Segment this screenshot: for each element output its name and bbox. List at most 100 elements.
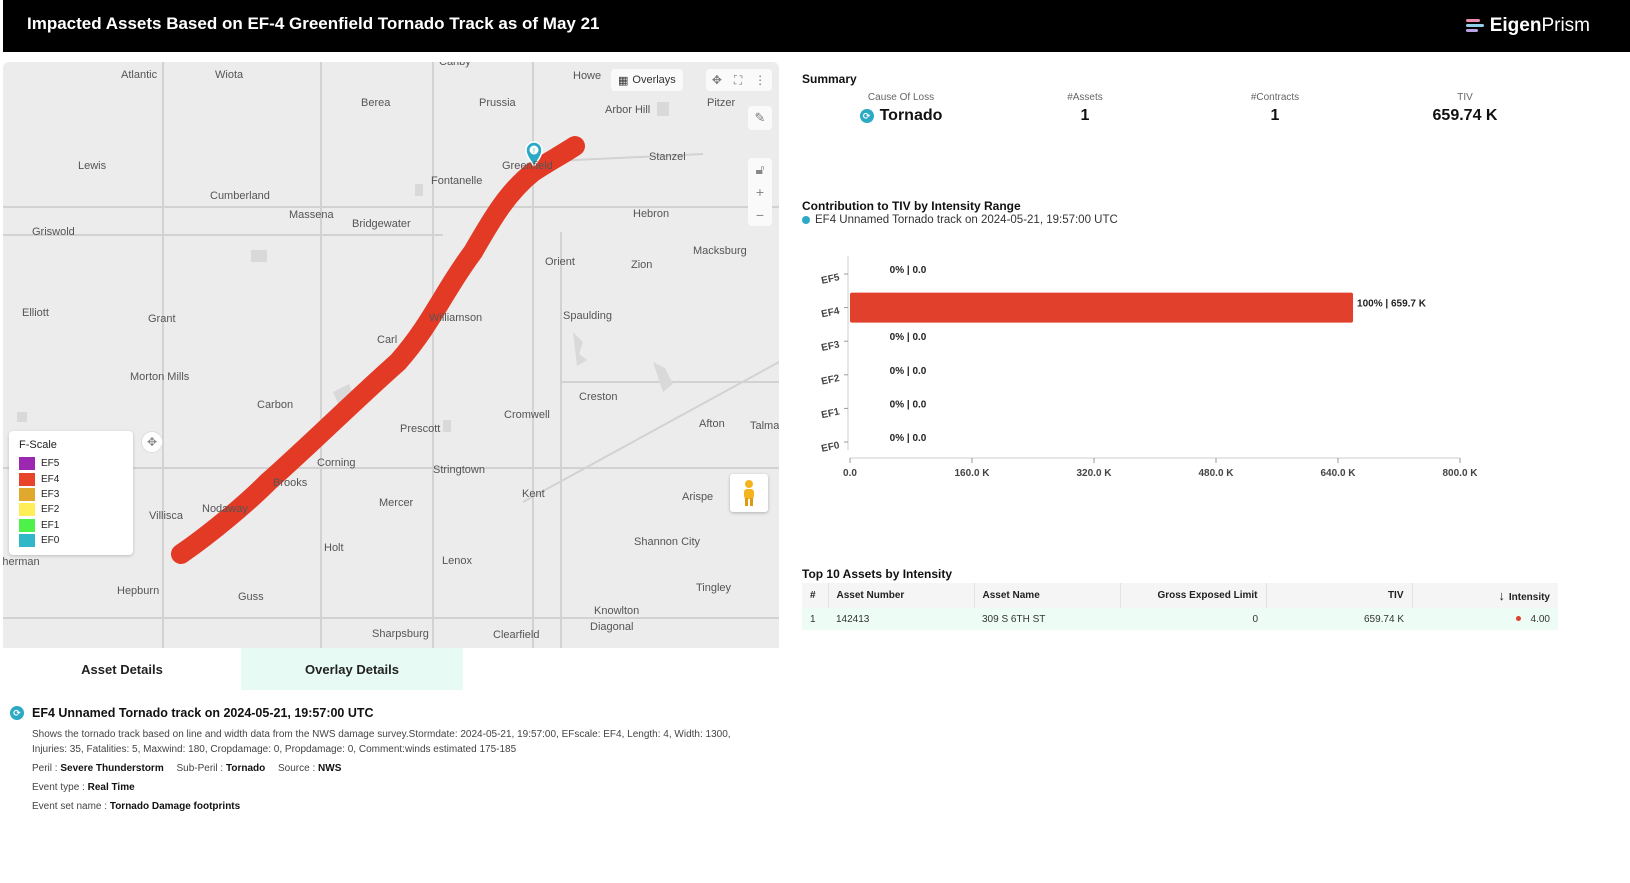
town-label: Creston <box>579 391 618 403</box>
town-label: Canby <box>439 62 471 68</box>
y-tick-label: EF4 <box>820 306 841 321</box>
series-dot-icon <box>802 216 810 224</box>
pan-icon[interactable]: ✥ <box>711 73 722 87</box>
overlays-button[interactable]: ▦ Overlays <box>611 69 683 91</box>
y-tick-label: EF3 <box>820 339 841 354</box>
town-label: Afton <box>699 418 725 430</box>
town-label: Guss <box>238 591 264 603</box>
col-gross-exposed-limit[interactable]: Gross Exposed Limit <box>1120 583 1267 608</box>
table-header-row: # Asset Number Asset Name Gross Exposed … <box>802 583 1558 608</box>
assets-value: 1 <box>1080 107 1090 124</box>
town-label: Hebron <box>633 208 670 220</box>
more-options-icon[interactable]: ⋮ <box>754 73 767 87</box>
pegman-icon <box>744 480 754 506</box>
subperil-value: Tornado <box>225 763 266 774</box>
legend-swatch <box>19 487 35 501</box>
contracts-value: 1 <box>1270 107 1280 124</box>
subperil-label: Sub-Peril : <box>176 763 226 774</box>
town-label: Tingley <box>696 582 732 594</box>
town-label: Kent <box>522 488 545 500</box>
town-label: Arispe <box>682 491 714 503</box>
peril-label: Peril : <box>32 763 61 774</box>
legend-label: EF2 <box>41 504 60 516</box>
overlay-title-text: EF4 Unnamed Tornado track on 2024-05-21,… <box>32 706 374 720</box>
lock-icon[interactable]: 🔓︎ <box>755 161 765 178</box>
cell-asset-name: 309 S 6TH ST <box>974 608 1120 630</box>
top-assets-table: # Asset Number Asset Name Gross Exposed … <box>802 583 1558 630</box>
event-type-value: Real Time <box>87 782 135 793</box>
x-tick-label: 640.0 K <box>1320 468 1356 479</box>
town-label: Cumberland <box>210 190 270 202</box>
legend-label: EF4 <box>41 473 60 485</box>
col-intensity[interactable]: ↓ Intensity <box>1412 583 1558 608</box>
event-type-label: Event type : <box>32 782 88 793</box>
summary-contracts: #Contracts 1 <box>1225 92 1325 125</box>
cause-label: Cause Of Loss <box>867 92 935 103</box>
town-label: Bridgewater <box>352 218 411 230</box>
measure-button[interactable]: ✎ <box>748 106 772 130</box>
col-intensity-label: Intensity <box>1508 592 1550 603</box>
cell-gross-exposed-limit: 0 <box>1120 608 1266 630</box>
legend-item: EF1 <box>19 518 123 533</box>
zoom-controls: 🔓︎ + − <box>748 158 772 226</box>
map-view[interactable]: ! Canby Atlantic Wiota Howe Berea Prussia Arbo… <box>3 62 779 648</box>
source-label: Source : <box>278 763 319 774</box>
town-label: Clearfield <box>493 629 540 641</box>
contribution-title: Contribution to TIV by Intensity Range <box>802 199 1021 213</box>
legend-item: EF0 <box>19 533 123 548</box>
overlay-description: Shows the tornado track based on line an… <box>32 729 731 755</box>
summary-tiv: TIV 659.74 K <box>1410 92 1520 125</box>
zoom-in-button[interactable]: + <box>755 184 765 201</box>
legend-swatch <box>19 472 35 486</box>
tornado-icon: ⟳ <box>859 109 874 123</box>
peril-value: Severe Thunderstorm <box>60 763 164 774</box>
legend-swatch <box>19 518 35 532</box>
legend-swatch <box>19 503 35 517</box>
y-tick-label: EF0 <box>820 440 841 455</box>
town-label: Berea <box>361 97 391 109</box>
town-label: Corning <box>317 457 356 469</box>
town-label: Orient <box>545 256 575 268</box>
app-header: Impacted Assets Based on EF-4 Greenfield… <box>3 0 1630 52</box>
cell-index: 1 <box>802 608 828 630</box>
sort-desc-icon[interactable]: ↓ <box>1498 588 1505 603</box>
town-label: Sharpsburg <box>372 628 429 640</box>
col-index[interactable]: # <box>802 583 829 608</box>
tab-overlay-details[interactable]: Overlay Details <box>241 648 463 690</box>
town-label: Fontanelle <box>431 175 483 187</box>
town-label: Prussia <box>479 97 516 109</box>
street-view-button[interactable] <box>730 474 768 512</box>
town-label: Knowlton <box>594 605 640 617</box>
fullscreen-icon[interactable]: ⛶ <box>733 72 743 87</box>
bar-data-label: 0% | 0.0 <box>890 433 927 444</box>
map-toolbar: ✥ ⛶ ⋮ <box>706 69 772 91</box>
zoom-out-button[interactable]: − <box>755 206 765 223</box>
page-title: Impacted Assets Based on EF-4 Greenfield… <box>27 14 600 33</box>
contribution-subtitle: EF4 Unnamed Tornado track on 2024-05-21,… <box>802 214 1118 226</box>
details-tabs: Asset Details Overlay Details <box>3 648 463 690</box>
map-marker: ! <box>525 141 543 168</box>
col-asset-name[interactable]: Asset Name <box>974 583 1121 608</box>
table-row[interactable]: 1 142413 309 S 6TH ST 0 659.74 K 4.00 <box>802 608 1558 630</box>
cell-intensity: 4.00 <box>1412 608 1558 630</box>
contracts-label: #Contracts <box>1250 92 1300 103</box>
x-tick-label: 0.0 <box>843 468 857 479</box>
overlay-details-panel: ⟳ EF4 Unnamed Tornado track on 2024-05-2… <box>10 706 750 814</box>
event-set-label: Event set name : <box>32 801 110 812</box>
logo-text-light: Prism <box>1541 15 1590 36</box>
overlay-title: ⟳ EF4 Unnamed Tornado track on 2024-05-2… <box>10 706 750 720</box>
fscale-legend: F-Scale EF5 EF4 EF3 EF2 EF1 EF0 <box>9 431 133 555</box>
town-label: Atlantic <box>121 69 158 81</box>
col-tiv[interactable]: TIV <box>1266 583 1413 608</box>
town-label: Grant <box>148 313 176 325</box>
tab-asset-details[interactable]: Asset Details <box>3 648 241 690</box>
legend-move-handle-icon[interactable]: ✥ <box>141 431 163 453</box>
x-tick-label: 480.0 K <box>1198 468 1234 479</box>
legend-item: EF2 <box>19 502 123 517</box>
event-set-line: Event set name : Tornado Damage footprin… <box>32 800 750 814</box>
town-label: Greenfield <box>502 160 553 172</box>
col-asset-number[interactable]: Asset Number <box>828 583 975 608</box>
town-label: Talma <box>750 420 779 432</box>
town-label: Carbon <box>257 399 294 411</box>
town-label: Lewis <box>78 160 107 172</box>
